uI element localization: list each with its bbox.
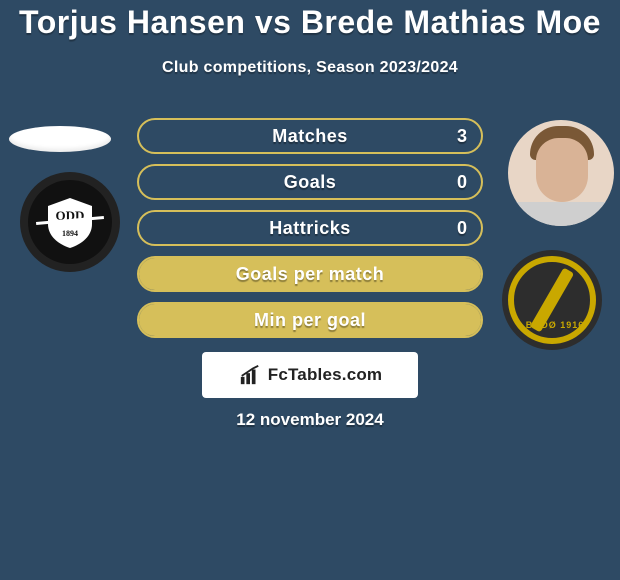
stat-row-matches: Matches 3 <box>137 118 483 154</box>
page-title: Torjus Hansen vs Brede Mathias Moe <box>0 0 620 41</box>
stats-container: Matches 3 Goals 0 Hattricks 0 Goals per … <box>137 118 483 348</box>
avatar-shirt <box>508 202 614 226</box>
season-subtitle: Club competitions, Season 2023/2024 <box>0 59 620 77</box>
club-left-badge: ODD 1894 <box>20 172 120 272</box>
stat-row-hattricks: Hattricks 0 <box>137 210 483 246</box>
brand-text: FcTables.com <box>268 365 383 385</box>
stat-label: Matches <box>272 126 348 147</box>
date-text: 12 november 2024 <box>0 410 620 430</box>
stat-value-right: 3 <box>457 126 467 147</box>
brand-box: FcTables.com <box>202 352 418 398</box>
stat-row-goals: Goals 0 <box>137 164 483 200</box>
stat-label: Goals <box>284 172 337 193</box>
stat-row-goals-per-match: Goals per match <box>137 256 483 292</box>
club-right-text: BODØ 1916 <box>518 320 592 330</box>
avatar-face <box>536 138 588 202</box>
club-left-inner: ODD 1894 <box>28 180 112 264</box>
stat-label: Goals per match <box>236 264 385 285</box>
stat-row-min-per-goal: Min per goal <box>137 302 483 338</box>
stat-value-right: 0 <box>457 218 467 239</box>
club-right-badge: BODØ 1916 <box>502 250 602 350</box>
club-left-year: 1894 <box>62 229 78 238</box>
player-right-avatar <box>508 120 614 226</box>
stat-label: Hattricks <box>269 218 351 239</box>
stat-label: Min per goal <box>254 310 366 331</box>
bars-icon <box>238 364 262 386</box>
player-left-avatar <box>9 126 111 152</box>
stat-value-right: 0 <box>457 172 467 193</box>
